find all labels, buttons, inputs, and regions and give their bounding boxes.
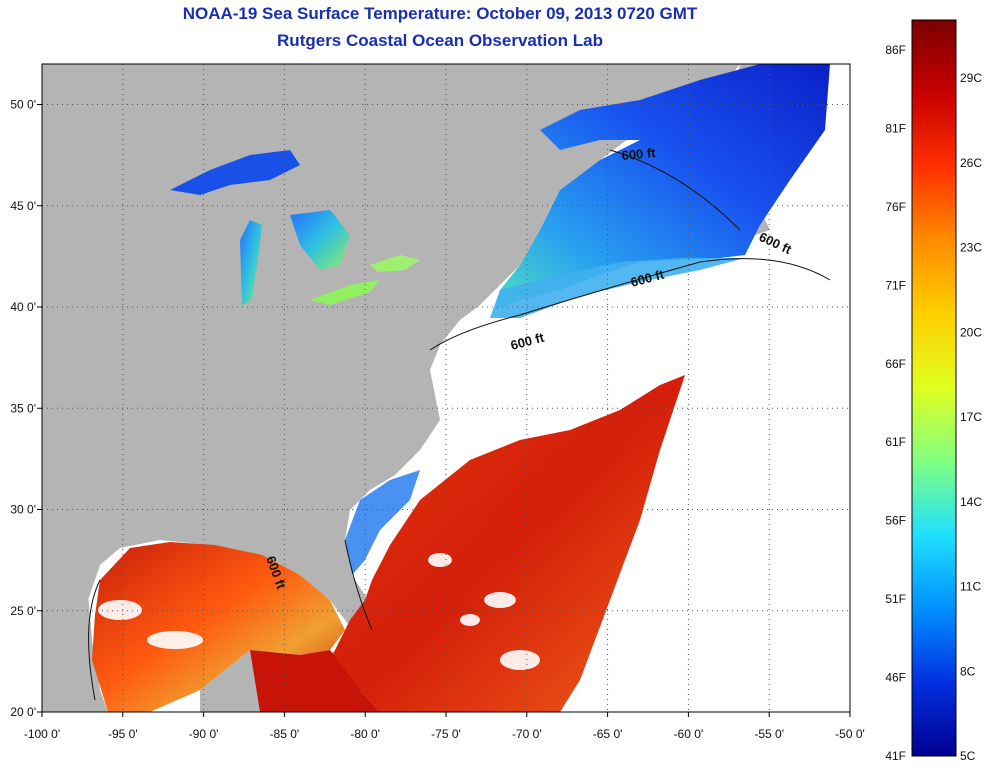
colorbar-fahrenheit-labels: 86F 81F 76F 71F 66F 61F 56F 51F 46F 41F: [885, 43, 906, 763]
x-tick-label: -95 0': [108, 727, 138, 741]
colorbar-f-label: 76F: [885, 200, 906, 214]
colorbar-f-label: 71F: [885, 278, 906, 292]
map-title: NOAA-19 Sea Surface Temperature: October…: [182, 4, 698, 23]
contour-label: 600 ft: [621, 145, 657, 163]
y-tick-label: 40 0': [10, 300, 36, 314]
longitude-axis: -100 0' -95 0' -90 0' -85 0' -80 0' -75 0' -70…: [24, 712, 865, 741]
colorbar-c-label: 20C: [960, 325, 982, 339]
y-tick-label: 20 0': [10, 705, 36, 719]
map-subtitle: Rutgers Coastal Ocean Observation Lab: [277, 31, 603, 50]
cloud-cover-patches: [98, 553, 540, 670]
caribbean-sst: [250, 650, 380, 712]
great-lakes: [170, 150, 420, 305]
y-tick-label: 25 0': [10, 604, 36, 618]
colorbar-f-label: 86F: [885, 43, 906, 57]
colorbar-celsius-labels: 29C 26C 23C 20C 17C 14C 11C 8C 5C: [960, 71, 982, 763]
colorbar-f-label: 66F: [885, 357, 906, 371]
colorbar-f-label: 51F: [885, 592, 906, 606]
colorbar-f-label: 81F: [885, 121, 906, 135]
latitude-axis: 20 0' 25 0' 30 0' 35 0' 40 0' 45 0' 50 0': [10, 98, 42, 719]
y-tick-label: 35 0': [10, 401, 36, 415]
gulf-of-mexico-sst: [92, 542, 345, 712]
x-tick-label: -55 0': [754, 727, 784, 741]
y-tick-label: 45 0': [10, 199, 36, 213]
colorbar-c-label: 26C: [960, 156, 982, 170]
colorbar-c-label: 5C: [960, 749, 976, 763]
y-tick-label: 50 0': [10, 98, 36, 112]
x-tick-label: -70 0': [512, 727, 542, 741]
colorbar: [911, 19, 957, 757]
x-tick-label: -65 0': [593, 727, 623, 741]
colorbar-c-label: 14C: [960, 495, 982, 509]
x-tick-label: -80 0': [350, 727, 380, 741]
gulf-of-maine-sst: [490, 258, 745, 318]
north-america-land: [42, 64, 740, 712]
lake-huron: [290, 210, 350, 270]
gulf-of-st-lawrence-sst: [495, 64, 830, 310]
colorbar-f-label: 61F: [885, 435, 906, 449]
colorbar-c-label: 11C: [960, 580, 981, 594]
colorbar-c-label: 29C: [960, 71, 982, 85]
lake-erie: [310, 280, 380, 305]
x-tick-label: -60 0': [674, 727, 704, 741]
y-tick-label: 30 0': [10, 503, 36, 517]
southeast-shelf-sst: [345, 470, 420, 575]
colorbar-f-label: 56F: [885, 514, 906, 528]
colorbar-f-label: 46F: [885, 671, 906, 685]
colorbar-c-label: 23C: [960, 241, 982, 255]
x-tick-label: -90 0': [189, 727, 219, 741]
x-tick-label: -75 0': [431, 727, 461, 741]
x-tick-label: -85 0': [270, 727, 300, 741]
lake-michigan: [240, 220, 262, 305]
atlantic-warm-sst: [330, 375, 685, 712]
x-tick-label: -50 0': [835, 727, 865, 741]
colorbar-f-label: 41F: [885, 749, 906, 763]
isobath-contours: [88, 149, 831, 701]
x-tick-label: -100 0': [24, 727, 60, 741]
colorbar-c-label: 17C: [960, 410, 982, 424]
mexico-land: [42, 560, 100, 712]
lake-ontario: [370, 255, 420, 272]
colorbar-c-label: 8C: [960, 664, 976, 678]
graticule: [42, 64, 850, 712]
lake-superior: [170, 150, 300, 195]
